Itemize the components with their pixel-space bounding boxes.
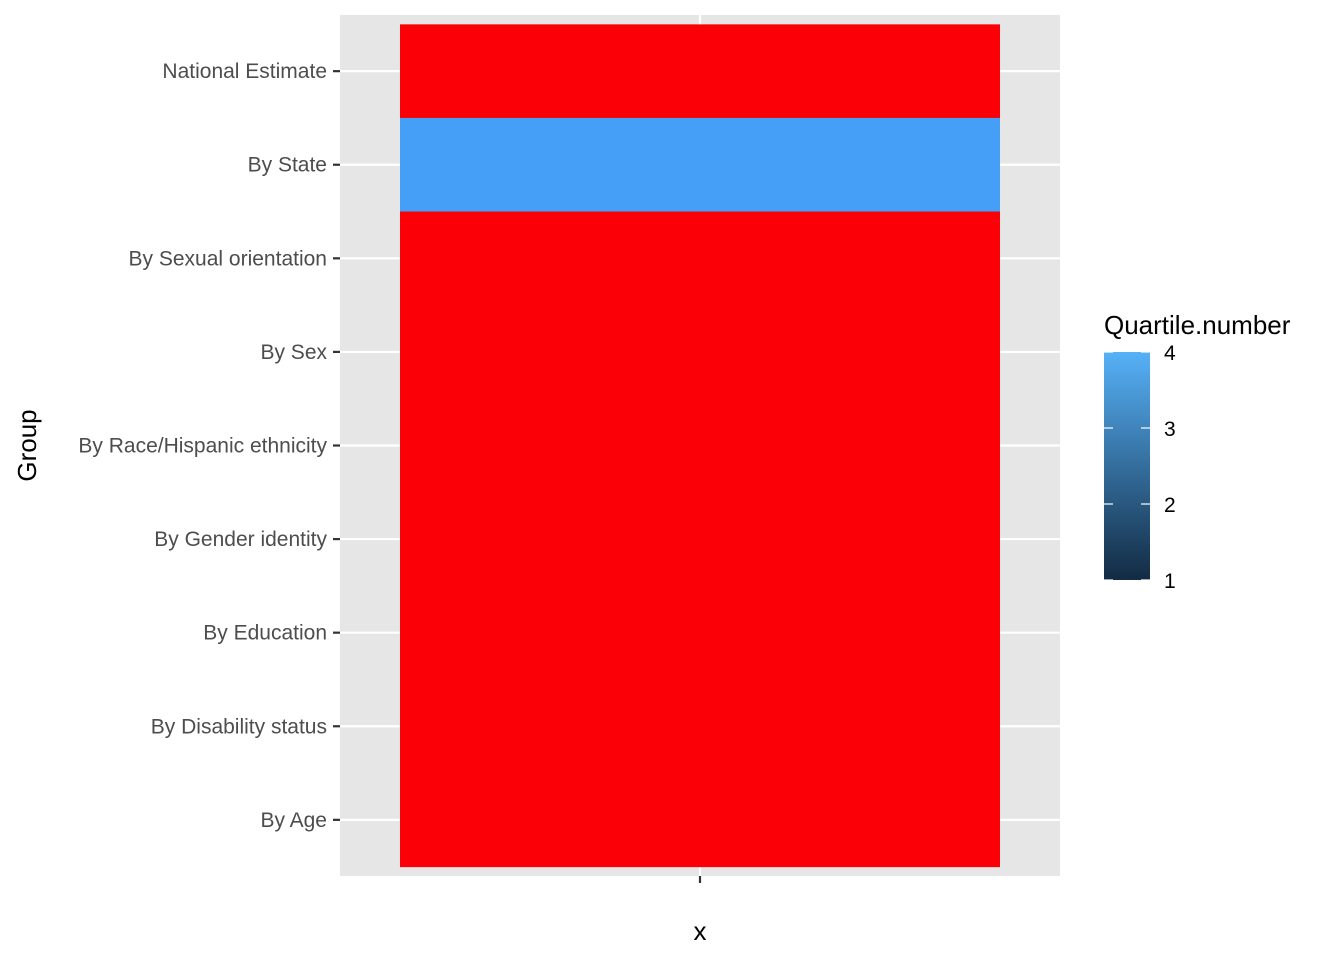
y-tick-label: By Race/Hispanic ethnicity [78,435,327,458]
y-tick-label: By State [248,154,327,177]
y-tick-label: By Disability status [151,715,327,738]
heatmap-tile [400,117,1000,213]
heatmap-tile [400,24,1000,119]
heatmap-tiles [400,24,1000,868]
y-tick-label: By Sexual orientation [129,247,327,270]
heatmap-tile [400,211,1000,306]
legend: Quartile.number 1 2 3 4 [1104,310,1291,593]
legend-tick-label: 1 [1164,570,1176,593]
legend-title: Quartile.number [1104,310,1291,340]
heatmap-tile [400,679,1000,774]
y-tick-label: By Age [260,809,327,832]
y-tick-label: National Estimate [162,60,327,83]
y-axis-title: Group [12,409,42,481]
heatmap-tile [400,773,1000,868]
legend-tick-label: 4 [1164,342,1176,365]
heatmap-tile [400,492,1000,587]
legend-tick-label: 2 [1164,494,1176,517]
heatmap-tile [400,585,1000,680]
y-tick-label: By Sex [260,341,327,364]
heatmap-tile [400,398,1000,493]
x-axis-title: x [694,916,707,946]
heatmap-tile [400,305,1000,400]
y-tick-label: By Gender identity [154,528,327,551]
legend-ticks: 1 2 3 4 [1104,342,1176,593]
y-axis: National Estimate By State By Sexual orien… [78,60,340,832]
legend-tick-label: 3 [1164,418,1176,441]
legend-colorbar [1104,352,1150,580]
y-tick-label: By Education [203,622,327,645]
